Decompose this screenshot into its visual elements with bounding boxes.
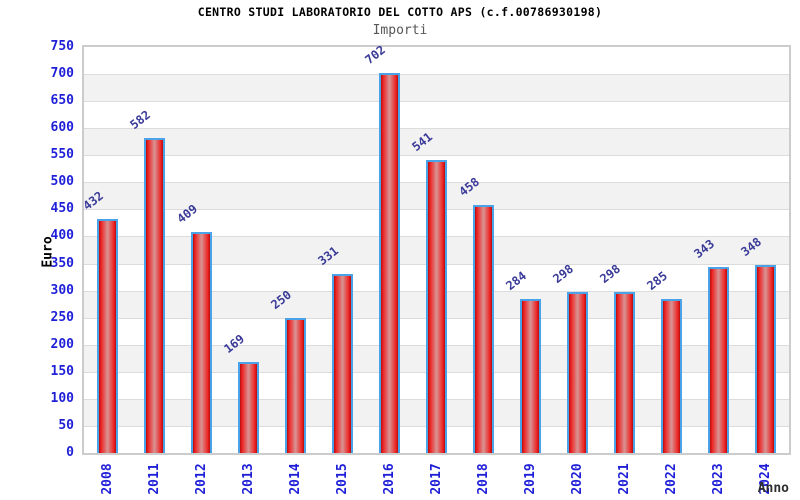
x-tick-label: 2018	[475, 463, 491, 495]
x-tick-label: 2022	[663, 463, 679, 495]
y-tick-label: 700	[50, 66, 74, 82]
bar-2021	[614, 291, 635, 453]
y-tick-label: 650	[50, 93, 74, 109]
gridline	[84, 101, 789, 103]
bar-2011	[144, 137, 165, 453]
bar-2023	[708, 267, 729, 453]
plot-band	[84, 128, 789, 156]
y-tick-label: 150	[50, 363, 74, 379]
y-tick-label: 100	[50, 390, 74, 406]
y-tick-label: 200	[50, 336, 74, 352]
y-tick-label: 50	[58, 417, 74, 433]
y-tick-label: 0	[66, 445, 74, 460]
x-axis-title: Anno	[757, 481, 789, 496]
x-tick-label: 2014	[287, 463, 303, 495]
plot-band	[84, 101, 789, 129]
bar-2016	[379, 72, 400, 453]
y-tick-label: 350	[50, 255, 74, 271]
y-axis-title: Euro	[40, 236, 56, 268]
y-tick-label: 400	[50, 228, 74, 244]
x-tick-label: 2012	[193, 463, 209, 495]
bar-2022	[661, 298, 682, 453]
x-tick-label: 2011	[146, 463, 162, 495]
chart-subtitle: Importi	[372, 23, 428, 38]
x-tick-label: 2017	[428, 463, 444, 495]
gridline	[84, 155, 789, 157]
x-tick-label: 2016	[381, 463, 397, 495]
y-tick-label: 250	[50, 309, 74, 325]
y-tick-label: 300	[50, 282, 74, 298]
bar-2018	[473, 205, 494, 453]
x-tick-label: 2020	[569, 463, 585, 495]
y-tick-label: 550	[50, 147, 74, 163]
bar-2024	[755, 264, 776, 453]
gridline	[84, 128, 789, 130]
x-tick-label: 2023	[710, 463, 726, 495]
x-tick-label: 2019	[522, 463, 538, 495]
plot-band	[84, 74, 789, 102]
x-tick-label: 2015	[334, 463, 350, 495]
bar-2020	[567, 291, 588, 453]
bar-2013	[238, 361, 259, 453]
y-tick-label: 500	[50, 174, 74, 190]
bar-2019	[520, 299, 541, 453]
bar-2017	[426, 160, 447, 453]
gridline	[84, 74, 789, 76]
x-tick-label: 2008	[99, 463, 115, 495]
x-tick-label: 2021	[616, 463, 632, 495]
chart-title: CENTRO STUDI LABORATORIO DEL COTTO APS (…	[197, 5, 603, 19]
y-tick-label: 600	[50, 120, 74, 136]
x-tick-label: 2013	[240, 463, 256, 495]
y-tick-label: 450	[50, 201, 74, 217]
bar-2015	[332, 273, 353, 453]
y-tick-label: 750	[50, 39, 74, 54]
bar-2008	[97, 219, 118, 453]
bar-2014	[285, 317, 306, 453]
bar-2012	[191, 231, 212, 453]
plot-area: 432 582 409 169 250 331 702 541 458 284 298 298 285 3…	[80, 43, 791, 455]
plot-band	[84, 47, 789, 75]
